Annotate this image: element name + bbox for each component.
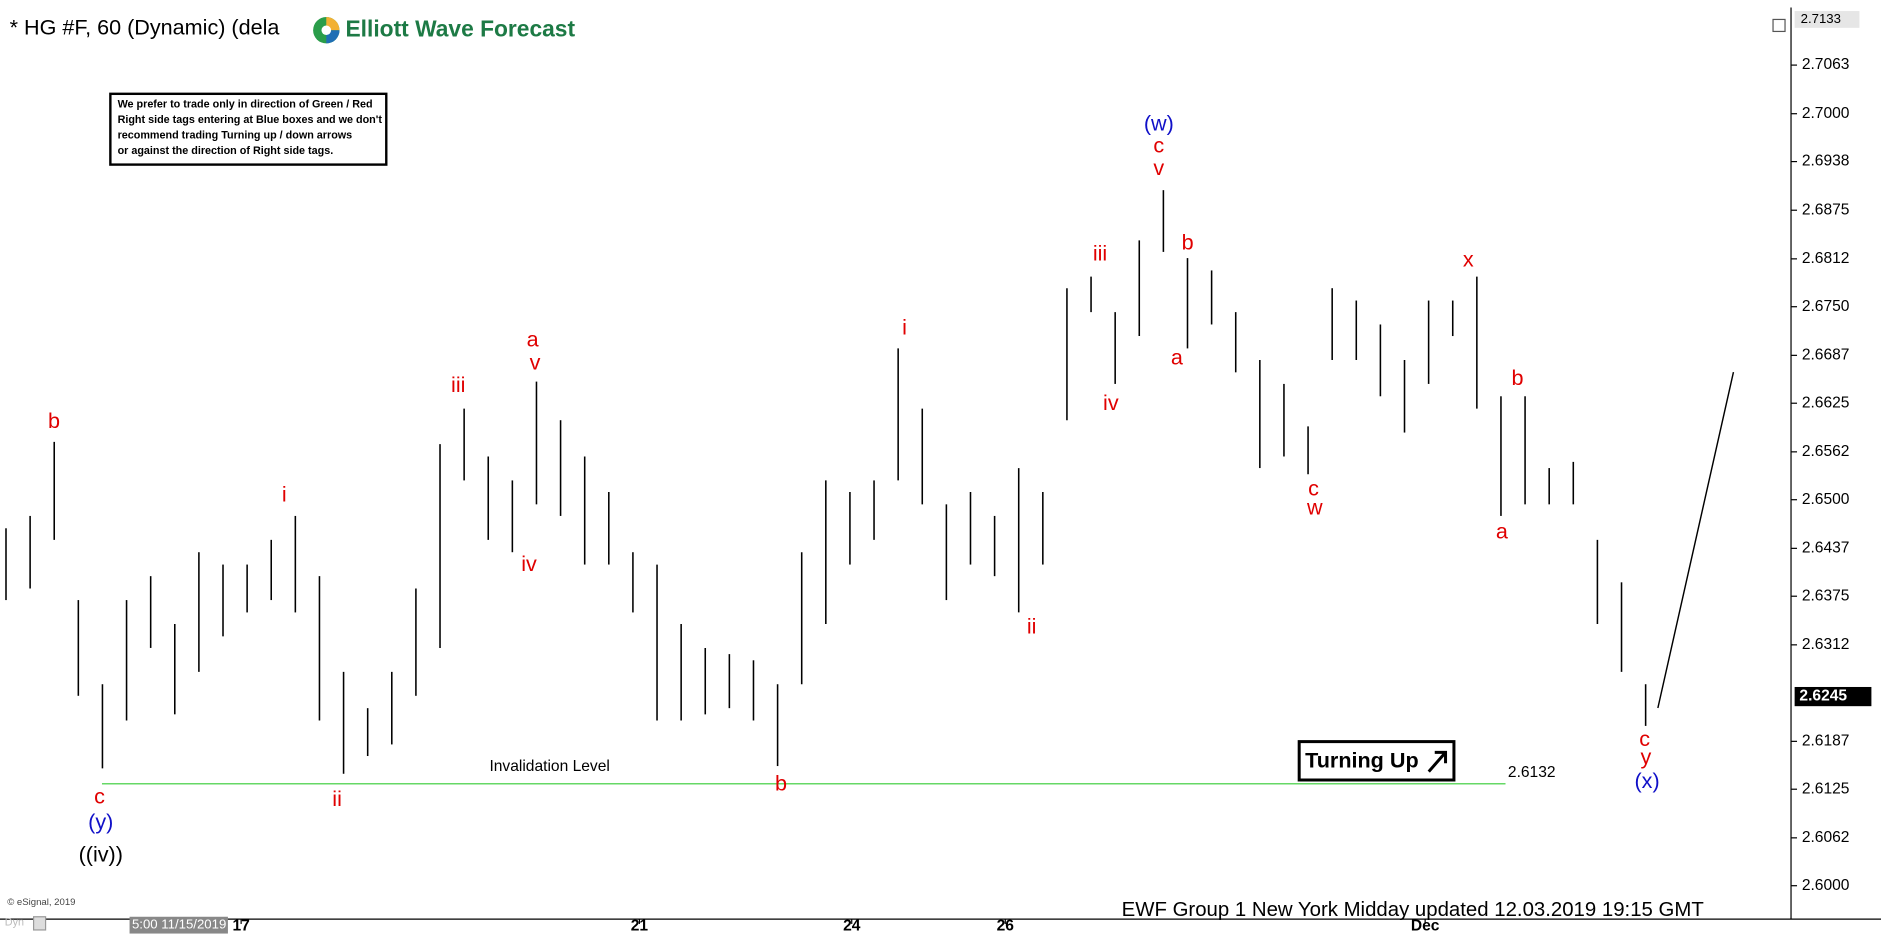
y-tick-label: 2.6062: [1802, 829, 1850, 846]
wave-label: a: [1171, 345, 1183, 370]
y-tick-label: 2.6687: [1802, 346, 1850, 363]
y-tick-label: 2.6125: [1802, 780, 1850, 797]
x-tick-label: Dec: [1411, 917, 1440, 934]
wave-label: y: [1640, 744, 1651, 769]
note: We prefer to trade only in direction of …: [118, 98, 383, 157]
copyright: © eSignal, 2019: [7, 897, 75, 908]
last-price-box: [1794, 686, 1872, 707]
x-tick-label: 24: [843, 917, 861, 934]
y-tick-label: 2.6187: [1802, 732, 1850, 749]
corner-label: Dyn: [5, 917, 24, 929]
wave-label: ii: [1027, 613, 1037, 638]
wave-label: i: [282, 481, 287, 506]
turning-up-box: [1297, 740, 1456, 782]
wave-label: iii: [451, 372, 465, 397]
wave-label: (x): [1634, 768, 1659, 793]
wave-label: ((iv)): [79, 841, 123, 866]
invalidation-label: Invalidation Level: [489, 758, 609, 775]
logo-backdrop: [305, 12, 588, 49]
window-icon: [1772, 18, 1786, 33]
x-tick-label: 21: [631, 917, 649, 934]
wave-label: c: [1308, 475, 1319, 500]
chart-title: * HG #F, 60 (Dynamic) (dela: [10, 15, 280, 40]
wave-label: (y): [88, 809, 113, 834]
x-tick-label: 17: [232, 917, 249, 934]
wave-label: c: [1639, 726, 1650, 751]
wave-label: c: [94, 784, 105, 809]
y-tick-label: 2.6000: [1802, 877, 1850, 894]
wave-label: (w): [1144, 111, 1174, 136]
wave-label: a: [527, 327, 539, 352]
y-tick-label: 2.6750: [1802, 298, 1850, 315]
wave-label: i: [902, 315, 907, 340]
x-tick-label: 26: [997, 917, 1015, 934]
wave-label: b: [48, 408, 60, 433]
y-tick-label: 2.6938: [1802, 153, 1850, 170]
date-label: 5:00 11/15/2019: [132, 917, 226, 932]
logo-icon: [313, 17, 340, 44]
y-tick-label: 2.7000: [1802, 105, 1850, 122]
note-box: [109, 92, 388, 166]
date-label-box: [129, 916, 228, 934]
wave-label: b: [1182, 229, 1194, 254]
y-tick-label: 2.6562: [1802, 443, 1850, 460]
y-tick-label: 2.6312: [1802, 636, 1850, 653]
wave-label: v: [530, 349, 541, 374]
scroll-button: [32, 916, 47, 931]
note-line: recommend trading Turning up / down arro…: [118, 130, 353, 142]
top-price-box: [1794, 11, 1860, 28]
y-tick-label: 2.6375: [1802, 587, 1850, 604]
wave-label: ii: [332, 786, 342, 811]
wave-label: iv: [1103, 390, 1119, 415]
y-tick-label: 2.6625: [1802, 394, 1850, 411]
turning-up-arrow: [1427, 750, 1448, 773]
y-tick-label: 2.7063: [1802, 56, 1850, 73]
y-tick-label: 2.6812: [1802, 250, 1850, 267]
y-tick-label: 2.6500: [1802, 491, 1850, 508]
turning-up-text: Turning Up: [1305, 748, 1418, 773]
wave-label: a: [1496, 519, 1508, 544]
y-tick-label: 2.6437: [1802, 539, 1850, 556]
logo-text: Elliott Wave Forecast: [345, 15, 575, 41]
wave-label: c: [1153, 132, 1164, 157]
top-price-label: 2.7133: [1801, 11, 1841, 26]
wave-label: x: [1463, 246, 1474, 271]
invalidation-value: 2.6132: [1508, 764, 1556, 781]
last-price-label: 2.6245: [1799, 688, 1847, 705]
projection-line: [1657, 371, 1735, 709]
wave-label: iv: [521, 551, 537, 576]
note-line: Right side tags entering at Blue boxes a…: [118, 114, 383, 126]
footer: EWF Group 1 New York Midday updated 12.0…: [1122, 899, 1704, 921]
wave-label: b: [1512, 365, 1524, 390]
wave-label: v: [1153, 155, 1164, 180]
wave-label: w: [1306, 495, 1323, 520]
wave-label: b: [775, 771, 787, 796]
y-tick-label: 2.6875: [1802, 201, 1850, 218]
note-line: We prefer to trade only in direction of …: [118, 98, 373, 110]
wave-label: iii: [1093, 240, 1107, 265]
note-line: or against the direction of Right side t…: [118, 145, 334, 157]
